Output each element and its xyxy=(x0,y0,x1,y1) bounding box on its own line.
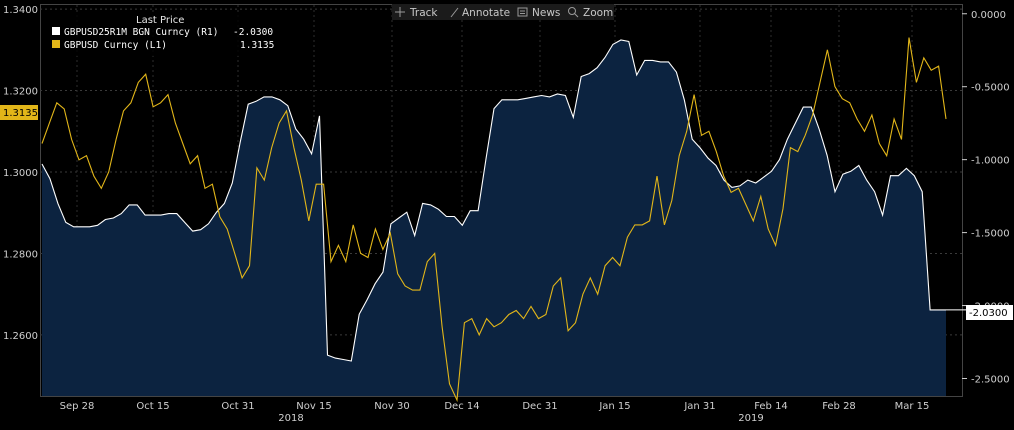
annotate-label: Annotate xyxy=(462,7,510,19)
zoom-label: Zoom xyxy=(583,7,613,19)
legend-swatch-rr xyxy=(52,27,60,35)
x-tick-label: Dec 31 xyxy=(522,401,557,412)
right-tick-label: -1.0000 xyxy=(971,156,1010,167)
legend-swatch-gbpusd xyxy=(52,40,60,48)
zoom-button[interactable]: Zoom xyxy=(568,7,614,19)
crosshair-icon xyxy=(395,7,405,17)
right-tick-label: -1.5000 xyxy=(971,229,1010,240)
legend-entry-rr-name: GBPUSD25R1M BGN Curncy (R1) xyxy=(64,27,218,38)
right-axis: 0.0000-0.5000-1.0000-1.5000-2.0000-2.500… xyxy=(946,10,1010,385)
x-tick-label: Dec 14 xyxy=(444,401,479,412)
track-button[interactable]: Track xyxy=(395,7,438,19)
chart-toolbar: Track Annotate News Zoom xyxy=(392,4,614,20)
risk-reversal-line xyxy=(41,39,946,362)
right-last-value-text: -2.0300 xyxy=(969,308,1008,319)
series-layer xyxy=(41,37,947,403)
magnifier-icon xyxy=(568,7,579,18)
gbpusd-price-line xyxy=(41,37,947,403)
x-tick-label: Jan 15 xyxy=(598,401,630,412)
left-tick-label: 1.3200 xyxy=(3,87,38,98)
x-year-label: 2019 xyxy=(738,413,763,424)
left-tick-label: 1.2800 xyxy=(3,249,38,260)
news-icon xyxy=(517,7,528,17)
track-label: Track xyxy=(409,7,438,19)
x-tick-label: Jan 31 xyxy=(683,401,715,412)
left-last-value-tag: 1.3135 xyxy=(0,105,38,120)
right-tick-label: -2.5000 xyxy=(971,374,1010,385)
x-tick-label: Oct 15 xyxy=(136,401,169,412)
right-last-value-tag: -2.0300 xyxy=(966,305,1013,320)
x-year-label: 2018 xyxy=(278,413,303,424)
legend: Last Price GBPUSD25R1M BGN Curncy (R1) -… xyxy=(44,12,282,56)
pencil-icon xyxy=(450,7,459,18)
annotate-button[interactable]: Annotate xyxy=(450,7,510,19)
x-tick-label: Mar 15 xyxy=(895,401,930,412)
x-tick-label: Oct 31 xyxy=(221,401,254,412)
news-button[interactable]: News xyxy=(517,7,560,19)
x-tick-label: Feb 14 xyxy=(754,401,788,412)
right-tick-label: 0.0000 xyxy=(971,10,1006,21)
left-tick-label: 1.2600 xyxy=(3,331,38,342)
x-axis: Sep 28 Oct 15 Oct 31 Nov 15 Nov 30 Dec 14 Dec … xyxy=(60,401,930,424)
left-tick-label: 1.3400 xyxy=(3,5,38,16)
legend-entry-gbpusd-name: GBPUSD Curncy (L1) xyxy=(64,40,167,51)
x-tick-label: Sep 28 xyxy=(60,401,95,412)
right-tick-label: -0.5000 xyxy=(971,83,1010,94)
x-tick-label: Feb 28 xyxy=(822,401,856,412)
legend-title: Last Price xyxy=(136,15,184,26)
x-tick-label: Nov 30 xyxy=(374,401,409,412)
x-tick-label: Nov 15 xyxy=(296,401,331,412)
left-last-value-text: 1.3135 xyxy=(3,108,38,119)
risk-reversal-area xyxy=(42,40,946,396)
left-tick-label: 1.3000 xyxy=(3,168,38,179)
left-axis: 1.3400 1.3200 1.3000 1.2800 1.2600 xyxy=(3,5,38,342)
news-label: News xyxy=(532,7,560,19)
legend-entry-rr-value: -2.0300 xyxy=(233,27,273,38)
legend-entry-gbpusd-value: 1.3135 xyxy=(240,40,274,51)
